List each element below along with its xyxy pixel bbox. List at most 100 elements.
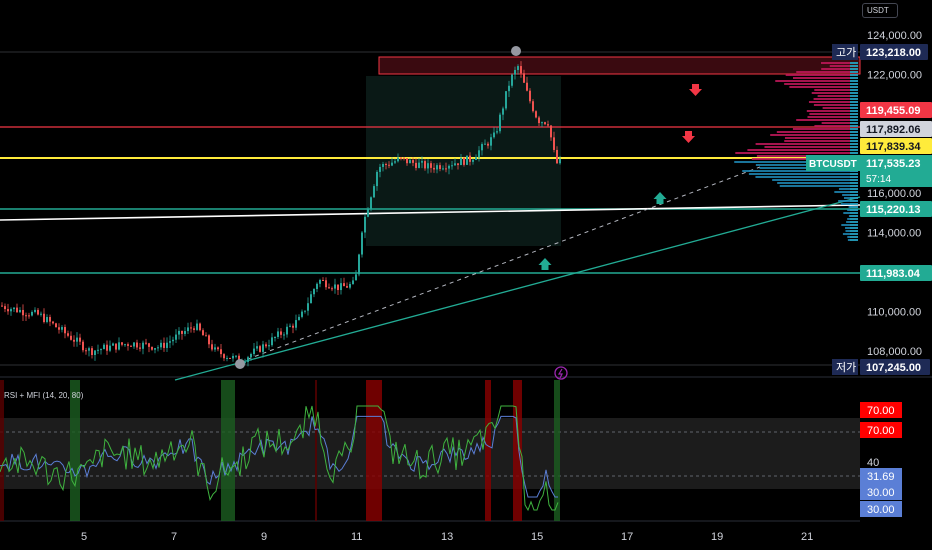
indicator-axis: 70.00 70.00 40 31.69 30.00 30.00 (860, 402, 902, 517)
candle-body-87 (262, 344, 264, 352)
candle-body-134 (403, 157, 405, 159)
time-tick-3: 11 (351, 531, 362, 543)
vp-bar-core-56 (850, 230, 858, 232)
candle-body-30 (91, 348, 93, 355)
time-tick-8: 21 (801, 531, 813, 543)
candle-body-112 (337, 284, 339, 291)
vp-bar-core-20 (850, 122, 858, 124)
candle-body-126 (379, 166, 381, 172)
candle-body-88 (265, 344, 267, 347)
candle-body-106 (319, 280, 321, 284)
candle-body-125 (376, 171, 378, 187)
candle-body-10 (31, 311, 33, 316)
candle-body-179 (538, 117, 540, 124)
currency-selector[interactable]: USDT (862, 3, 898, 18)
candle-body-145 (436, 165, 438, 170)
candle-body-11 (34, 309, 36, 312)
candle-body-173 (520, 66, 522, 74)
alert-icon[interactable] (554, 366, 568, 380)
candle-body-26 (79, 337, 81, 342)
up-arrow-icon-2 (538, 258, 552, 270)
ind-label-2: 40 (867, 457, 879, 469)
price-tick-3: 114,000.00 (867, 228, 921, 240)
candle-body-64 (193, 328, 195, 330)
yellow-price-text: 117,839.34 (866, 141, 921, 153)
vp-bar-core-59 (850, 239, 858, 241)
vp-bar-34 (755, 164, 850, 166)
support-price-2-tag: 111,983.04 (860, 265, 932, 281)
candle-body-50 (151, 346, 153, 350)
vp-bar-37 (748, 173, 850, 175)
candle-body-27 (82, 341, 84, 351)
vp-bar-19 (796, 119, 850, 121)
candle-body-70 (211, 344, 213, 350)
price-axis[interactable]: 124,000.00 122,000.00 116,000.00 114,000.00… (806, 30, 932, 375)
candle-body-139 (418, 162, 420, 168)
vp-bar-26 (784, 140, 850, 142)
candle-body-38 (115, 343, 117, 350)
ind-label-0: 70.00 (867, 405, 895, 417)
candle-body-89 (268, 345, 270, 347)
candle-body-155 (466, 155, 468, 165)
candle-body-25 (76, 337, 78, 342)
vp-bar-core-25 (850, 137, 858, 139)
candle-body-158 (475, 157, 477, 160)
high-price-tag: 123,218.00 (860, 44, 928, 60)
vp-bar-0 (821, 62, 850, 64)
support-price-2-bg (860, 265, 932, 281)
green-trendline[interactable] (174, 196, 861, 381)
indicator-title[interactable]: RSI + MFI (14, 20, 80) (4, 391, 84, 400)
vp-bar-core-37 (850, 173, 858, 175)
candle-body-84 (253, 348, 255, 354)
countdown-text: 57:14 (866, 174, 891, 185)
rsi-highlight-bars (0, 380, 560, 521)
support-price-bg (860, 201, 932, 217)
last-price-bg (860, 155, 932, 187)
candle-body-178 (535, 111, 537, 118)
candle-body-101 (304, 310, 306, 312)
high-price-text: 123,218.00 (866, 47, 921, 59)
last-price-tag: 117,535.23 57:14 BTCUSDT (806, 155, 932, 187)
candle-body-55 (166, 342, 168, 348)
candle-body-41 (124, 344, 126, 346)
vp-bar-core-19 (850, 119, 858, 121)
vp-bar-core-46 (850, 200, 858, 202)
high-price-bg (860, 44, 928, 60)
candle-body-109 (328, 287, 330, 289)
support-price-text: 115,220.13 (866, 204, 920, 216)
candle-body-58 (175, 334, 177, 340)
candle-body-82 (247, 357, 249, 362)
high-marker[interactable] (511, 46, 521, 56)
candle-body-128 (385, 164, 387, 166)
candle-body-12 (37, 309, 39, 315)
low-marker[interactable] (235, 359, 245, 369)
rsi-bar-4 (513, 380, 522, 521)
currency-label: USDT (867, 6, 889, 15)
candle-body-184 (553, 137, 555, 150)
vp-bar-core-8 (850, 86, 858, 88)
vp-bar-29 (747, 149, 850, 151)
vp-bar-54 (841, 224, 850, 226)
time-tick-0: 5 (81, 531, 87, 543)
candle-body-118 (355, 274, 357, 281)
rsi-line (0, 415, 558, 498)
vp-bar-core-17 (850, 113, 858, 115)
vp-bar-13 (808, 101, 850, 103)
candle-body-13 (40, 313, 42, 315)
resistance-zone[interactable] (378, 56, 861, 75)
white-trendline[interactable] (0, 204, 861, 221)
candle-body-182 (547, 124, 549, 126)
vp-bar-core-23 (850, 131, 858, 133)
vp-bar-23 (776, 131, 850, 133)
candle-body-22 (67, 333, 69, 336)
candle-body-60 (181, 330, 183, 334)
candle-body-151 (454, 163, 456, 166)
candle-body-107 (322, 280, 324, 282)
vp-bar-41 (779, 185, 850, 187)
vp-bar-core-50 (850, 212, 858, 214)
candle-body-150 (451, 165, 453, 167)
rsi-bar-0 (70, 380, 80, 521)
time-axis[interactable]: 5 7 9 11 13 15 17 19 21 (81, 531, 813, 543)
high-label-bg (832, 44, 858, 60)
